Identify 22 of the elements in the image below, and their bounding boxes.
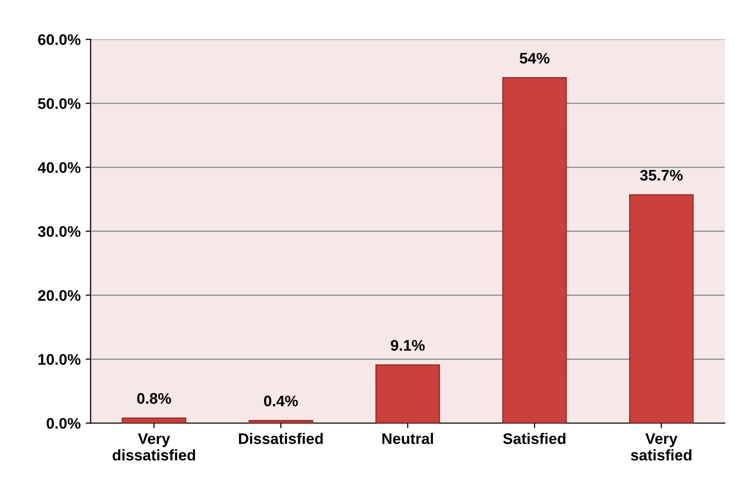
y-tick-label: 60.0% bbox=[38, 34, 80, 46]
y-tick-label: 40.0% bbox=[38, 162, 80, 173]
y-tick-label: 10.0% bbox=[38, 354, 80, 365]
x-tick-label: Very dissatisfied bbox=[112, 433, 196, 461]
bar bbox=[122, 417, 186, 424]
data-label: 35.7% bbox=[640, 170, 683, 181]
y-tick-label: 0.0% bbox=[46, 418, 80, 429]
bar bbox=[502, 77, 567, 424]
y-tick-label: 30.0% bbox=[38, 226, 80, 237]
x-tick-label: Satisfied bbox=[503, 432, 566, 444]
y-tick-label: 50.0% bbox=[38, 98, 80, 110]
bar bbox=[375, 364, 440, 424]
y-tick-label: 20.0% bbox=[38, 290, 80, 301]
bar bbox=[629, 194, 694, 424]
x-tick-label: Neutral bbox=[382, 432, 433, 444]
data-label: 0.8% bbox=[137, 393, 172, 404]
data-label: 54% bbox=[520, 52, 550, 64]
bar bbox=[248, 420, 314, 424]
data-label: 9.1% bbox=[390, 340, 425, 351]
data-label: 0.4% bbox=[264, 396, 298, 406]
x-tick-label: Dissatisfied bbox=[239, 432, 323, 444]
x-tick-label: Very satisfied bbox=[630, 433, 692, 461]
